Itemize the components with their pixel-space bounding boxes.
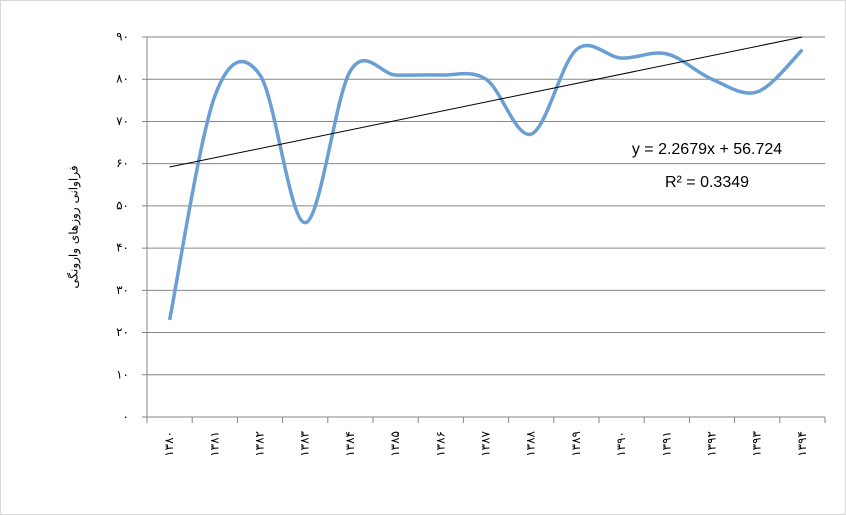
x-tick-label: ۱۳۸۵ bbox=[388, 431, 402, 457]
x-tick-label: ۱۳۸۷ bbox=[479, 430, 493, 456]
x-tick-label: ۱۳۸۴ bbox=[343, 431, 357, 457]
x-tick-label: ۱۳۹۴ bbox=[795, 431, 809, 457]
x-tick-label: ۱۳۹۱ bbox=[659, 431, 673, 457]
x-tick-label: ۱۳۸۹ bbox=[569, 431, 583, 457]
trend-r2: R² = 0.3349 bbox=[665, 174, 749, 191]
y-tick-label: ۲۰ bbox=[116, 325, 129, 339]
y-axis-label: فراوانی روزهای وارونگی bbox=[67, 165, 82, 288]
y-tick-label: ۴۰ bbox=[116, 241, 129, 255]
trend-equation: y = 2.2679x + 56.724 bbox=[632, 141, 782, 158]
y-tick-label: ۵۰ bbox=[116, 198, 129, 212]
x-tick-label: ۱۳۸۲ bbox=[253, 431, 267, 457]
y-tick-label: ۱۰ bbox=[116, 367, 129, 381]
x-tick-label: ۱۳۹۳ bbox=[750, 430, 764, 456]
x-tick-label: ۱۳۸۱ bbox=[207, 431, 221, 457]
x-tick-label: ۱۳۸۰ bbox=[162, 431, 176, 457]
x-tick-label: ۱۳۸۸ bbox=[524, 430, 538, 456]
x-tick-label: ۱۳۸۶ bbox=[433, 431, 447, 457]
y-tick-label: ۰ bbox=[123, 410, 129, 424]
x-tick-label: ۱۳۹۲ bbox=[705, 431, 719, 457]
y-tick-label: ۷۰ bbox=[116, 114, 129, 128]
y-tick-label: ۸۰ bbox=[116, 72, 129, 86]
data-line bbox=[167, 43, 804, 321]
y-tick-label: ۹۰ bbox=[116, 30, 129, 44]
x-tick-label: ۱۳۹۰ bbox=[614, 431, 628, 457]
y-tick-label: ۳۰ bbox=[116, 283, 129, 297]
trend-line bbox=[169, 36, 803, 168]
x-tick-label: ۱۳۸۳ bbox=[298, 430, 312, 456]
y-tick-label: ۶۰ bbox=[116, 156, 129, 170]
